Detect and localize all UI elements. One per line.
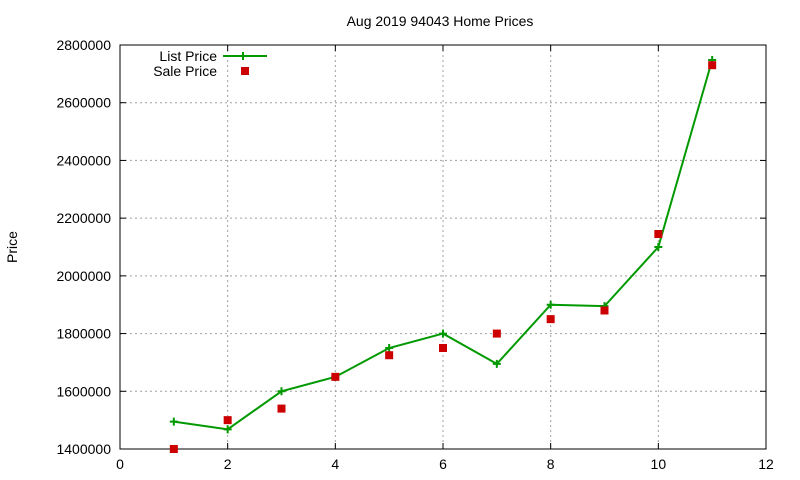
x-tick-label-5: 10: [651, 456, 667, 472]
legend-sale-price-marker: [241, 67, 249, 75]
series-layer: [169, 56, 717, 453]
sale-price-point-6: [492, 329, 501, 338]
x-tick-label-0: 0: [116, 456, 124, 472]
sale-price-point-8: [600, 306, 609, 315]
list-price-point-6: [492, 359, 501, 368]
list-price-point-7: [546, 300, 555, 309]
legend: List Price Sale Price: [153, 48, 267, 79]
sale-price-point-3: [331, 372, 340, 381]
y-tick-label-1: 1600000: [56, 383, 111, 399]
sale-price-point-7: [546, 315, 555, 324]
y-axis-label: Price: [4, 231, 20, 263]
y-tick-label-6: 2600000: [56, 95, 111, 111]
list-price-point-2: [277, 387, 286, 396]
legend-sale-price-label: Sale Price: [153, 63, 217, 79]
y-tick-label-2: 1800000: [56, 326, 111, 342]
y-tick-label-0: 1400000: [56, 441, 111, 457]
x-tick-label-1: 2: [224, 456, 232, 472]
list-price-point-4: [385, 344, 394, 352]
y-tick-label-3: 2000000: [56, 268, 111, 284]
legend-list-price-marker: [239, 52, 247, 60]
sale-price-point-5: [439, 344, 447, 352]
sale-price-point-4: [385, 351, 394, 360]
plot-frame: [119, 44, 767, 450]
x-tick-label-2: 4: [331, 456, 339, 472]
x-tick-label-4: 8: [547, 456, 555, 472]
y-tick-label-7: 2800000: [56, 37, 111, 53]
y-tick-label-5: 2400000: [56, 152, 111, 168]
tick-labels: 0 2 4 6 8 10 12 1400000 1600000 1800000 2000000 220…: [56, 37, 774, 472]
sale-price-point-9: [654, 230, 663, 239]
sale-price-point-2: [277, 404, 286, 413]
sale-price-point-0: [169, 445, 178, 453]
grid-lines: [120, 45, 766, 449]
list-price-point-1: [223, 425, 232, 434]
list-price-point-9: [654, 243, 663, 251]
x-tick-label-3: 6: [439, 456, 447, 472]
list-price-point-5: [439, 329, 447, 338]
list-price-point-0: [169, 417, 178, 426]
chart-title: Aug 2019 94043 Home Prices: [347, 13, 534, 29]
y-tick-label-4: 2200000: [56, 210, 111, 226]
x-tick-label-6: 12: [758, 456, 774, 472]
legend-list-price-label: List Price: [159, 48, 217, 64]
sale-price-point-10: [708, 61, 717, 70]
sale-price-point-1: [223, 416, 232, 425]
